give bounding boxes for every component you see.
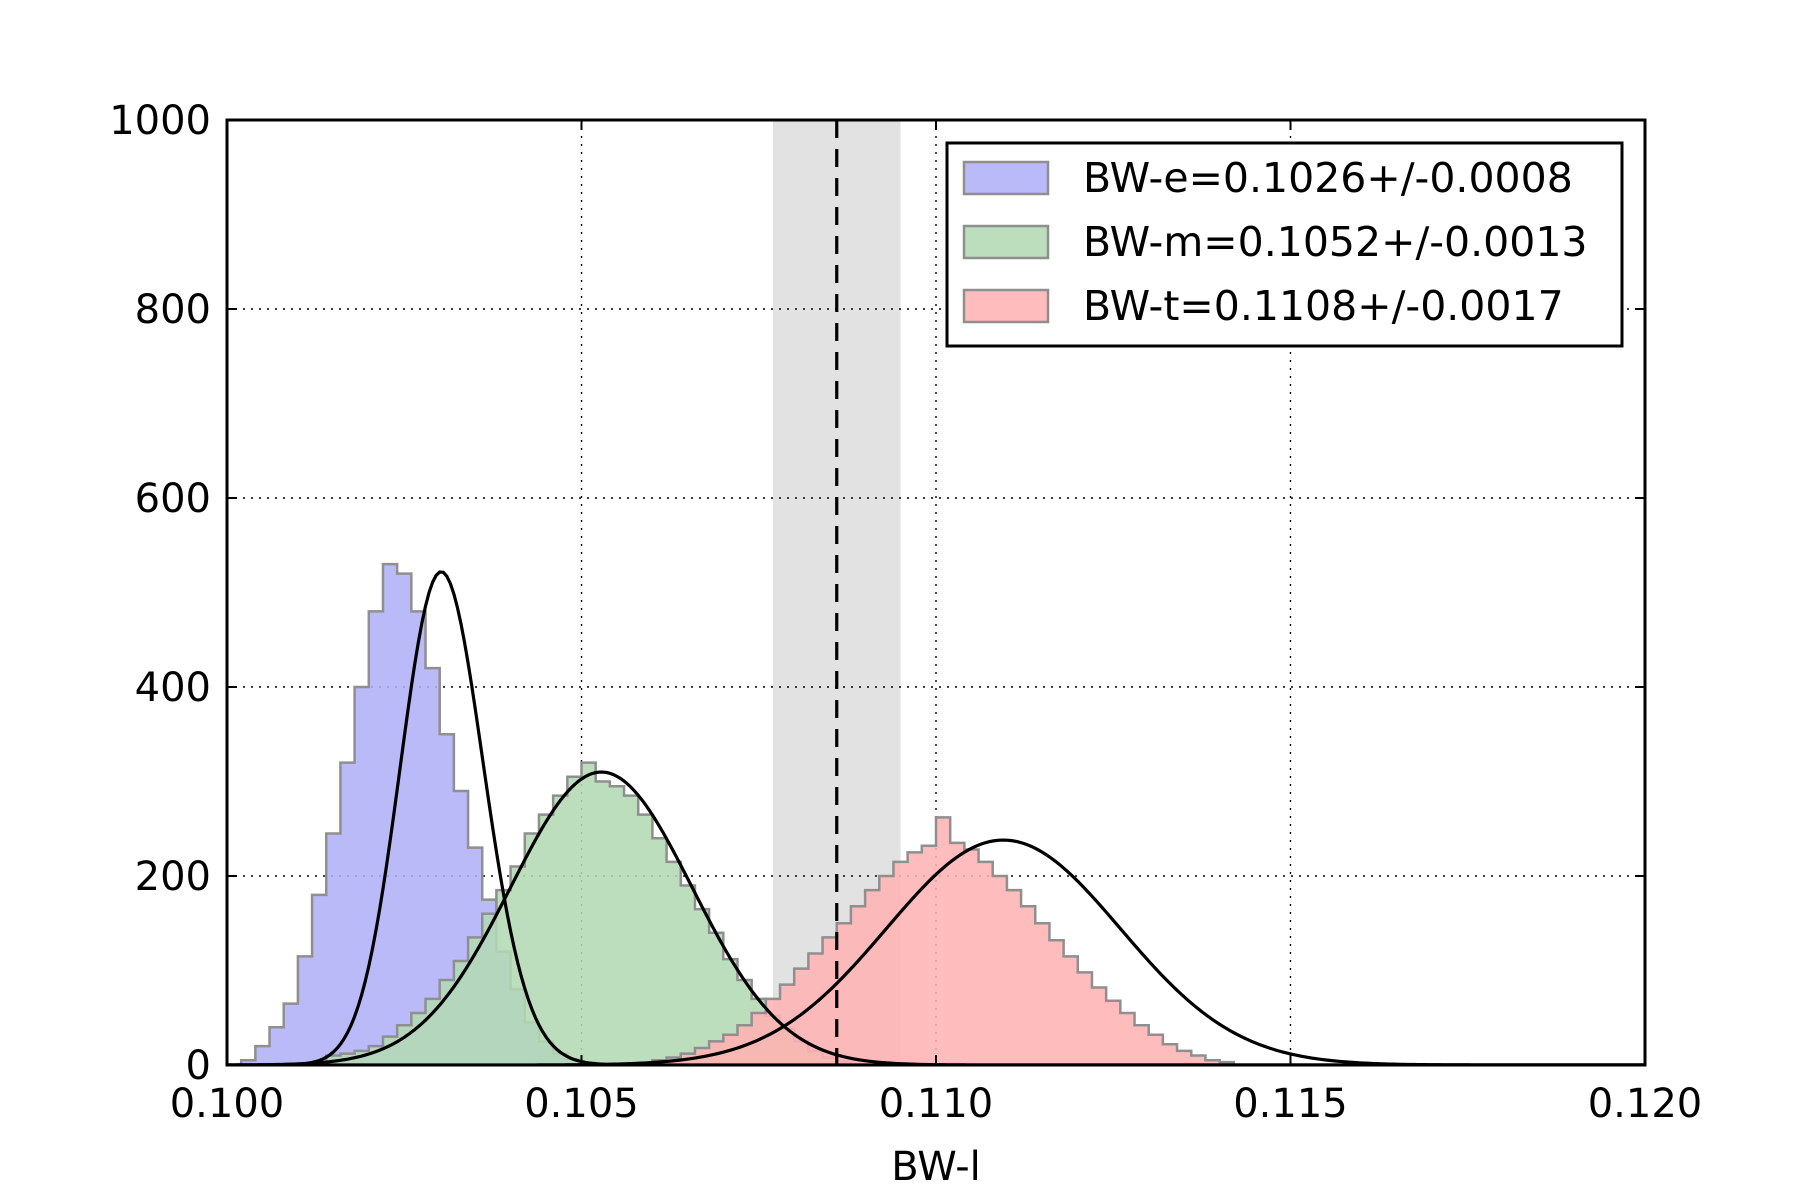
histogram-series-3	[651, 816, 1236, 1065]
x-axis-label: BW-l	[891, 1144, 981, 1190]
x-tick-label: 0.100	[170, 1081, 285, 1127]
y-tick-label: 600	[135, 476, 211, 522]
x-tick-label: 0.110	[879, 1081, 994, 1127]
legend-label: BW-t=0.1108+/-0.0017	[1083, 282, 1564, 330]
legend-swatch	[962, 160, 1050, 196]
histogram-step-area	[651, 816, 1236, 1065]
legend-label: BW-m=0.1052+/-0.0013	[1083, 218, 1588, 266]
legend-label: BW-e=0.1026+/-0.0008	[1083, 154, 1573, 202]
x-tick-label: 0.120	[1588, 1081, 1703, 1127]
y-tick-label: 400	[135, 665, 211, 711]
legend: BW-e=0.1026+/-0.0008 BW-m=0.1052+/-0.0013…	[945, 141, 1624, 348]
y-tick-label: 800	[135, 287, 211, 333]
x-tick-label: 0.105	[524, 1081, 639, 1127]
y-tick-label: 200	[135, 854, 211, 900]
legend-box	[945, 141, 1624, 348]
fit-curve-1	[227, 570, 1645, 1065]
x-tick-label: 0.115	[1233, 1081, 1348, 1127]
y-tick-label: 1000	[109, 98, 211, 144]
y-tick-label: 0	[186, 1043, 211, 1089]
axes: 0.100 0.105 0.110 0.115 0.120 0 200 400 600 800 10…	[109, 98, 1702, 1127]
legend-swatch	[962, 224, 1050, 260]
legend-swatch	[962, 288, 1050, 324]
